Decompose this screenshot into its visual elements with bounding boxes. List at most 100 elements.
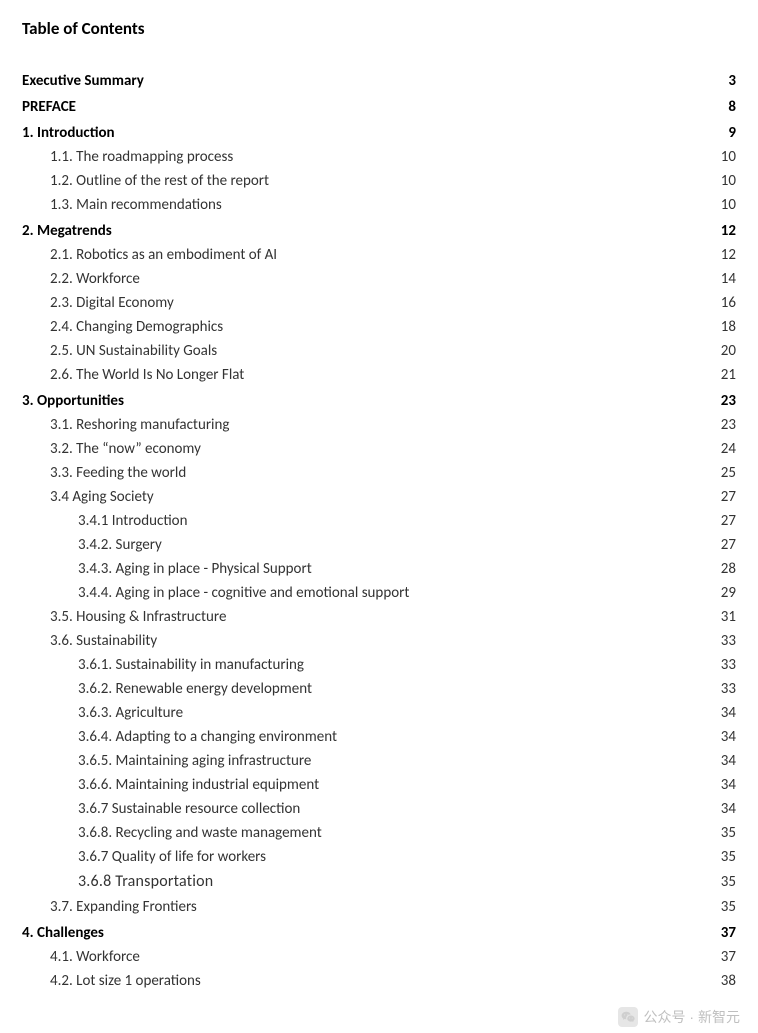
- toc-entry-page: 29: [708, 581, 736, 605]
- toc-entry-page: 14: [708, 267, 736, 291]
- toc-entry[interactable]: 3.6.6. Maintaining industrial equipment3…: [22, 773, 736, 797]
- toc-entry[interactable]: 3.6.2. Renewable energy development33: [22, 677, 736, 701]
- toc-entry[interactable]: 2. Megatrends12: [22, 219, 736, 243]
- toc-entry-label: 3.5. Housing & Infrastructure: [50, 605, 226, 629]
- toc-entry-page: 23: [708, 413, 736, 437]
- toc-entry[interactable]: 2.4. Changing Demographics18: [22, 315, 736, 339]
- toc-entry-page: 10: [708, 145, 736, 169]
- toc-entry-label: 3. Opportunities: [22, 389, 124, 413]
- toc-entry-label: 1. Introduction: [22, 121, 115, 145]
- toc-entry[interactable]: 3.6.3. Agriculture 34: [22, 701, 736, 725]
- toc-entry-page: 34: [708, 701, 736, 725]
- toc-entry-label: 3.6.2. Renewable energy development: [78, 677, 312, 701]
- toc-entry[interactable]: 3.2. The “now” economy 24: [22, 437, 736, 461]
- toc-entry-page: 10: [708, 193, 736, 217]
- toc-entry-page: 38: [708, 969, 736, 993]
- toc-entry[interactable]: 2.1. Robotics as an embodiment of AI 12: [22, 243, 736, 267]
- toc-entry-label: 3.7. Expanding Frontiers: [50, 895, 197, 919]
- toc-entry[interactable]: 1.3. Main recommendations 10: [22, 193, 736, 217]
- toc-entry[interactable]: 3.6.7 Quality of life for workers 35: [22, 845, 736, 869]
- toc-entry-page: 34: [708, 725, 736, 749]
- toc-entry[interactable]: PREFACE 8: [22, 95, 736, 119]
- toc-entry-page: 20: [708, 339, 736, 363]
- toc-entry-label: 3.4.3. Aging in place - Physical Support: [78, 557, 312, 581]
- toc-title: Table of Contents: [22, 18, 736, 39]
- toc-entry-label: 2.1. Robotics as an embodiment of AI: [50, 243, 277, 267]
- toc-entry-label: 3.6. Sustainability: [50, 629, 157, 653]
- toc-entry[interactable]: 1. Introduction 9: [22, 121, 736, 145]
- toc-entry-label: 3.3. Feeding the world: [50, 461, 186, 485]
- toc-entry[interactable]: 3.6.8. Recycling and waste management 35: [22, 821, 736, 845]
- toc-entry-label: 3.4.1 Introduction: [78, 509, 187, 533]
- toc-entry-label: 3.4.2. Surgery: [78, 533, 162, 557]
- toc-entry[interactable]: 3.6. Sustainability33: [22, 629, 736, 653]
- toc-entry[interactable]: 3.6.4. Adapting to a changing environmen…: [22, 725, 736, 749]
- toc-entry-page: 9: [708, 121, 736, 145]
- toc-entry-page: 27: [708, 509, 736, 533]
- toc-entry-page: 25: [708, 461, 736, 485]
- toc-entry-label: 4.2. Lot size 1 operations: [50, 969, 201, 993]
- toc-entry-label: 2.5. UN Sustainability Goals: [50, 339, 217, 363]
- toc-entry[interactable]: 2.5. UN Sustainability Goals 20: [22, 339, 736, 363]
- toc-entry-page: 8: [708, 95, 736, 119]
- toc-entry-label: 4.1. Workforce: [50, 945, 140, 969]
- toc-entry-label: 1.2. Outline of the rest of the report: [50, 169, 269, 193]
- toc-entry-label: 2. Megatrends: [22, 219, 112, 243]
- toc-entry[interactable]: 4. Challenges37: [22, 921, 736, 945]
- toc-entry[interactable]: 3.4.4. Aging in place - cognitive and em…: [22, 581, 736, 605]
- toc-entry-page: 31: [708, 605, 736, 629]
- toc-entry-page: 37: [708, 921, 736, 945]
- toc-entry[interactable]: 1.2. Outline of the rest of the report 10: [22, 169, 736, 193]
- toc-entry-page: 35: [708, 821, 736, 845]
- toc-entry[interactable]: 3.4 Aging Society27: [22, 485, 736, 509]
- toc-entry[interactable]: 4.1. Workforce37: [22, 945, 736, 969]
- toc-entry-page: 34: [708, 797, 736, 821]
- watermark: 公众号 · 新智元: [618, 1007, 740, 1027]
- toc-entry-page: 12: [708, 243, 736, 267]
- toc-entry-page: 24: [708, 437, 736, 461]
- toc-entry-label: 3.6.5. Maintaining aging infrastructure: [78, 749, 311, 773]
- toc-entry[interactable]: 3.6.7 Sustainable resource collection 34: [22, 797, 736, 821]
- toc-entry-label: 3.6.8. Recycling and waste management: [78, 821, 322, 845]
- toc-entry-page: 10: [708, 169, 736, 193]
- toc-entry-label: 3.4.4. Aging in place - cognitive and em…: [78, 581, 409, 605]
- toc-entry-label: 3.6.3. Agriculture: [78, 701, 183, 725]
- toc-entry[interactable]: 2.6. The World Is No Longer Flat 21: [22, 363, 736, 387]
- toc-entry-label: 1.3. Main recommendations: [50, 193, 222, 217]
- toc-entry-page: 35: [708, 895, 736, 919]
- toc-entry[interactable]: 3.4.1 Introduction 27: [22, 509, 736, 533]
- toc-entry-page: 33: [708, 653, 736, 677]
- table-of-contents: Executive Summary3PREFACE81. Introductio…: [22, 69, 736, 993]
- toc-entry-label: PREFACE: [22, 95, 76, 119]
- toc-entry-page: 21: [708, 363, 736, 387]
- toc-entry-page: 18: [708, 315, 736, 339]
- toc-entry[interactable]: 3. Opportunities 23: [22, 389, 736, 413]
- toc-entry[interactable]: 3.5. Housing & Infrastructure 31: [22, 605, 736, 629]
- toc-entry-label: 3.2. The “now” economy: [50, 437, 201, 461]
- toc-entry[interactable]: 1.1. The roadmapping process 10: [22, 145, 736, 169]
- toc-entry[interactable]: 4.2. Lot size 1 operations 38: [22, 969, 736, 993]
- toc-entry-label: 3.6.7 Quality of life for workers: [78, 845, 266, 869]
- toc-entry-page: 16: [708, 291, 736, 315]
- toc-entry-page: 27: [708, 485, 736, 509]
- wechat-icon: [618, 1007, 638, 1027]
- toc-entry-label: 2.6. The World Is No Longer Flat: [50, 363, 244, 387]
- toc-entry[interactable]: 3.3. Feeding the world 25: [22, 461, 736, 485]
- toc-entry-label: 1.1. The roadmapping process: [50, 145, 233, 169]
- toc-entry[interactable]: 2.3. Digital Economy16: [22, 291, 736, 315]
- toc-entry[interactable]: 3.4.3. Aging in place - Physical Support…: [22, 557, 736, 581]
- toc-entry[interactable]: 3.4.2. Surgery27: [22, 533, 736, 557]
- toc-entry-label: 3.6.7 Sustainable resource collection: [78, 797, 300, 821]
- toc-entry-page: 35: [708, 845, 736, 869]
- toc-entry[interactable]: 3.7. Expanding Frontiers 35: [22, 895, 736, 919]
- watermark-text: 公众号 · 新智元: [644, 1007, 740, 1027]
- toc-entry[interactable]: 3.1. Reshoring manufacturing23: [22, 413, 736, 437]
- toc-entry[interactable]: Executive Summary3: [22, 69, 736, 93]
- toc-entry-page: 23: [708, 389, 736, 413]
- toc-entry-page: 3: [708, 69, 736, 93]
- toc-entry[interactable]: 3.6.5. Maintaining aging infrastructure3…: [22, 749, 736, 773]
- toc-entry[interactable]: 3.6.1. Sustainability in manufacturing33: [22, 653, 736, 677]
- toc-entry[interactable]: 3.6.8 Transportation35: [22, 869, 736, 895]
- toc-entry[interactable]: 2.2. Workforce14: [22, 267, 736, 291]
- toc-entry-page: 35: [708, 870, 736, 894]
